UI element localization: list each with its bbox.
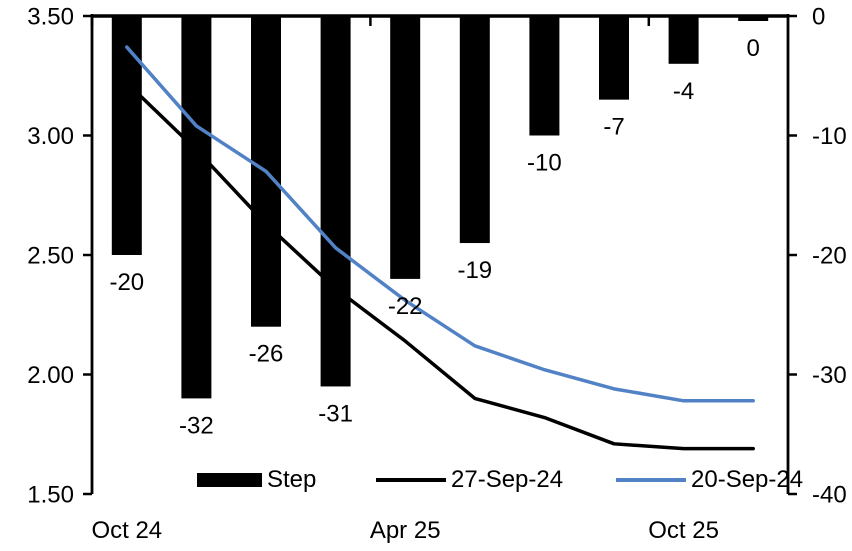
bar-value-label: -10	[527, 150, 562, 177]
bar-value-label: -32	[179, 412, 214, 439]
right-axis-tick-label: 0	[812, 4, 825, 31]
right-axis-tick-label: -40	[812, 482, 847, 509]
right-axis-tick-label: -30	[812, 362, 847, 389]
legend-item-20-sep-24: 20-Sep-24	[616, 466, 803, 494]
bar-value-label: 0	[747, 35, 760, 62]
legend-item-step: Step	[197, 466, 316, 494]
bar-step-6	[529, 16, 560, 136]
line-27-sep-24	[125, 81, 755, 451]
left-axis-tick-label: 2.50	[27, 243, 74, 270]
left-axis-tick-label: 3.00	[27, 123, 74, 150]
bar-value-label: -7	[603, 114, 624, 141]
bar-step-5	[459, 16, 490, 244]
right-axis-tick-label: -10	[812, 123, 847, 150]
bar-value-label: -4	[673, 78, 694, 105]
bar-step-9	[738, 16, 769, 21]
bar-step-8	[668, 16, 699, 64]
bar-value-label: -22	[388, 293, 423, 320]
right-axis-tick-label: -20	[812, 243, 847, 270]
bar-step-7	[599, 16, 629, 100]
bar-value-label: -20	[109, 269, 144, 296]
legend-label-27-sep-24: 27-Sep-24	[451, 466, 564, 493]
bar-step-0	[111, 16, 142, 255]
legend-label-step: Step	[267, 466, 317, 493]
legend-label-20-sep-24: 20-Sep-24	[691, 466, 804, 493]
legend-swatch-27-sep-24-icon	[376, 478, 446, 482]
legend-swatch-20-sep-24-icon	[616, 478, 686, 482]
left-axis-tick-label: 3.50	[27, 4, 74, 31]
left-axis-tick-label: 1.50	[27, 482, 74, 509]
bar-value-label: -19	[457, 257, 492, 284]
chart-legend: Step 27-Sep-24 20-Sep-24	[0, 466, 852, 494]
bar-value-label: -31	[318, 400, 353, 427]
x-axis-label: Oct 24	[91, 517, 162, 544]
legend-item-27-sep-24: 27-Sep-24	[376, 466, 563, 494]
bar-step-3	[320, 16, 351, 387]
legend-swatch-step-icon	[197, 473, 262, 487]
x-axis-label: Oct 25	[648, 517, 719, 544]
left-axis-tick-label: 2.00	[27, 362, 74, 389]
bar-step-4	[390, 16, 421, 279]
bar-value-label: -26	[249, 341, 284, 368]
x-axis-label: Apr 25	[370, 517, 441, 544]
bar-step-1	[181, 16, 212, 399]
line-20-sep-24	[125, 45, 755, 403]
